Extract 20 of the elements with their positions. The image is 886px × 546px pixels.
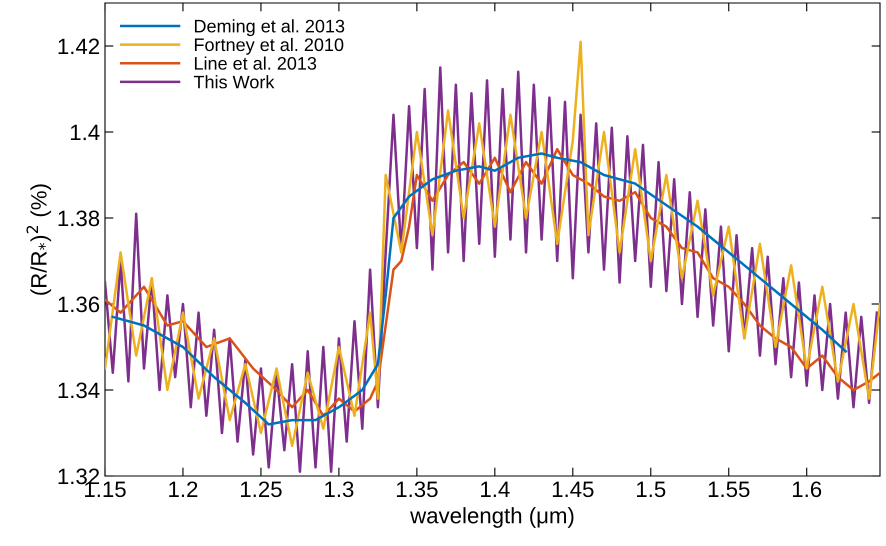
x-tick-label: 1.2 — [169, 481, 198, 497]
x-tick-label: 1.3 — [325, 481, 354, 498]
legend-label: Fortney et al. 2010 — [194, 38, 344, 55]
x-tick-label: 1.55 — [708, 482, 750, 498]
x-tick-label: 1.25 — [241, 481, 282, 498]
y-axis-title: (R/R$_{*}$)$^{2}$ (%) — [26, 184, 52, 295]
y-tick-label: 1.36 — [58, 296, 100, 312]
y-tick-label: 1.4 — [70, 124, 100, 140]
legend-label: Deming et al. 2013 — [194, 19, 344, 36]
x-tick-label: 1.45 — [552, 482, 594, 498]
x-axis-title: wavelength (μm) — [410, 507, 574, 528]
y-tick-label: 1.34 — [58, 382, 100, 398]
x-tick-label: 1.6 — [792, 481, 822, 498]
legend-label: Line et al. 2013 — [194, 56, 316, 70]
x-tick-label: 1.5 — [637, 482, 666, 498]
x-tick-label: 1.4 — [481, 482, 510, 497]
y-tick-label: 1.38 — [58, 210, 100, 226]
x-tick-label: 1.35 — [396, 481, 438, 498]
y-tick-label: 1.42 — [58, 38, 100, 54]
legend-label: This Work — [194, 75, 274, 88]
